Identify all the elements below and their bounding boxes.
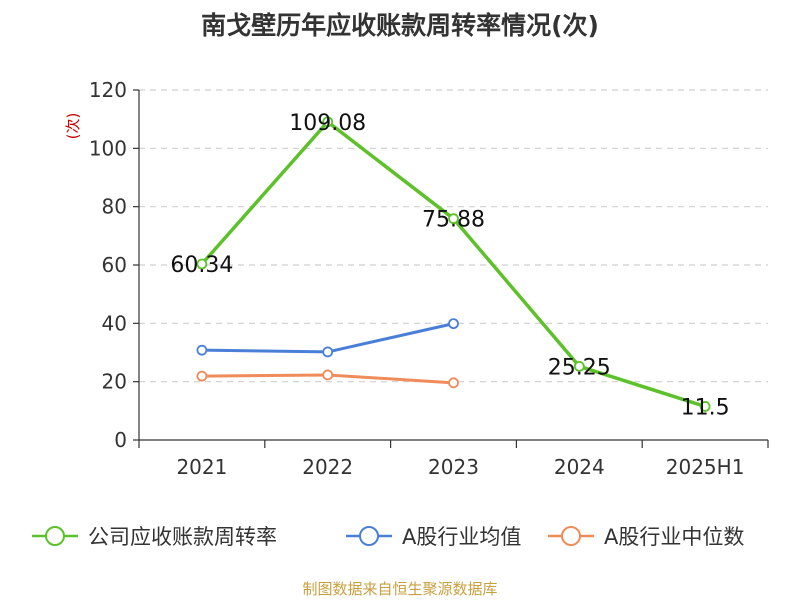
legend: 公司应收账款周转率 A股行业均值 A股行业中位数 — [0, 518, 800, 558]
data-label: 60.34 — [170, 253, 233, 278]
axis-layer: 0 20 40 60 80 100 120 2021 2022 2023 2024 2025H1 — [89, 78, 769, 479]
y-tick-label: 40 — [102, 311, 127, 335]
data-point[interactable] — [699, 401, 711, 412]
data-point[interactable] — [448, 377, 459, 389]
series-layer — [196, 116, 711, 412]
data-label: 109.08 — [289, 111, 366, 136]
x-tick-label: 2024 — [554, 455, 605, 479]
series-line-1 — [200, 120, 706, 409]
x-tick-label: 2021 — [176, 455, 227, 479]
data-point[interactable] — [322, 369, 334, 381]
data-point[interactable] — [322, 116, 334, 128]
data-point[interactable] — [573, 360, 585, 372]
data-label-layer: 60.34 109.08 75.88 25.25 11.5 — [170, 111, 729, 421]
chart-title: 南戈壁历年应收账款周转率情况(次) — [201, 11, 599, 40]
x-tick-label: 2025H1 — [666, 455, 745, 479]
legend-swatch-marker — [561, 526, 581, 546]
data-point[interactable] — [448, 318, 459, 330]
data-point[interactable] — [322, 346, 334, 358]
legend-swatch-icon — [548, 526, 594, 546]
y-tick-label: 100 — [89, 136, 127, 160]
source-note: 制图数据来自恒生聚源数据库 — [302, 580, 498, 598]
legend-swatch-marker — [45, 526, 65, 546]
x-tick-label: 2023 — [428, 455, 479, 479]
y-tick-label: 20 — [102, 370, 127, 394]
legend-item[interactable]: A股行业中位数 — [546, 518, 744, 554]
legend-swatch-marker — [359, 526, 379, 546]
y-tick-label: 80 — [102, 195, 127, 219]
data-label: 11.5 — [681, 395, 730, 420]
legend-swatch-icon — [346, 526, 392, 546]
y-tick-label: 60 — [102, 253, 127, 277]
data-point[interactable] — [196, 370, 208, 382]
y-tick-label: 120 — [89, 78, 127, 102]
legend-label: A股行业均值 — [402, 525, 522, 549]
data-label: 25.25 — [548, 355, 611, 380]
legend-item[interactable]: A股行业均值 — [344, 518, 521, 554]
data-point[interactable] — [448, 213, 459, 225]
grid-layer — [139, 89, 768, 383]
legend-label: 公司应收账款周转率 — [88, 525, 277, 549]
y-tick-label: 0 — [114, 428, 127, 452]
legend-label: A股行业中位数 — [604, 525, 745, 549]
y-axis-unit-label: (次) — [64, 113, 82, 140]
legend-item[interactable]: 公司应收账款周转率 — [30, 518, 277, 554]
x-tick-label: 2022 — [302, 455, 353, 479]
data-point[interactable] — [196, 258, 208, 270]
data-label: 75.88 — [422, 208, 485, 233]
data-point[interactable] — [196, 344, 208, 356]
legend-swatch-icon — [32, 526, 78, 546]
